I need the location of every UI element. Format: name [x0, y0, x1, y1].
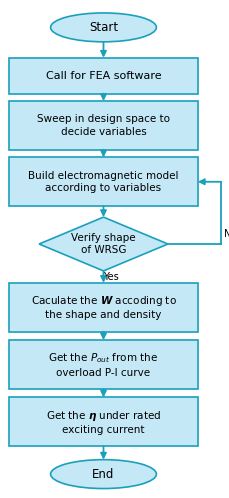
Text: No: No: [223, 229, 229, 239]
Text: Get the $\boldsymbol{\eta}$ under rated
exciting current: Get the $\boldsymbol{\eta}$ under rated …: [46, 408, 161, 435]
FancyBboxPatch shape: [9, 397, 197, 446]
Text: Caculate the $\boldsymbol{W}$ accoding to
the shape and density: Caculate the $\boldsymbol{W}$ accoding t…: [30, 294, 176, 321]
Text: Build electromagnetic model
according to variables: Build electromagnetic model according to…: [28, 171, 178, 193]
FancyBboxPatch shape: [9, 101, 197, 150]
Text: Get the $\boldsymbol{P_{out}}$ from the
overload P-I curve: Get the $\boldsymbol{P_{out}}$ from the …: [48, 352, 158, 377]
Text: Verify shape
of WRSG: Verify shape of WRSG: [71, 233, 135, 255]
FancyBboxPatch shape: [9, 283, 197, 332]
Text: Start: Start: [89, 21, 117, 34]
FancyBboxPatch shape: [9, 157, 197, 206]
Text: Yes: Yes: [102, 272, 118, 282]
FancyBboxPatch shape: [9, 340, 197, 389]
FancyBboxPatch shape: [9, 58, 197, 94]
Text: Sweep in design space to
decide variables: Sweep in design space to decide variable…: [37, 115, 169, 136]
Text: Call for FEA software: Call for FEA software: [46, 71, 161, 81]
Ellipse shape: [50, 13, 156, 42]
Ellipse shape: [50, 460, 156, 489]
Text: End: End: [92, 468, 114, 481]
Polygon shape: [39, 217, 167, 271]
